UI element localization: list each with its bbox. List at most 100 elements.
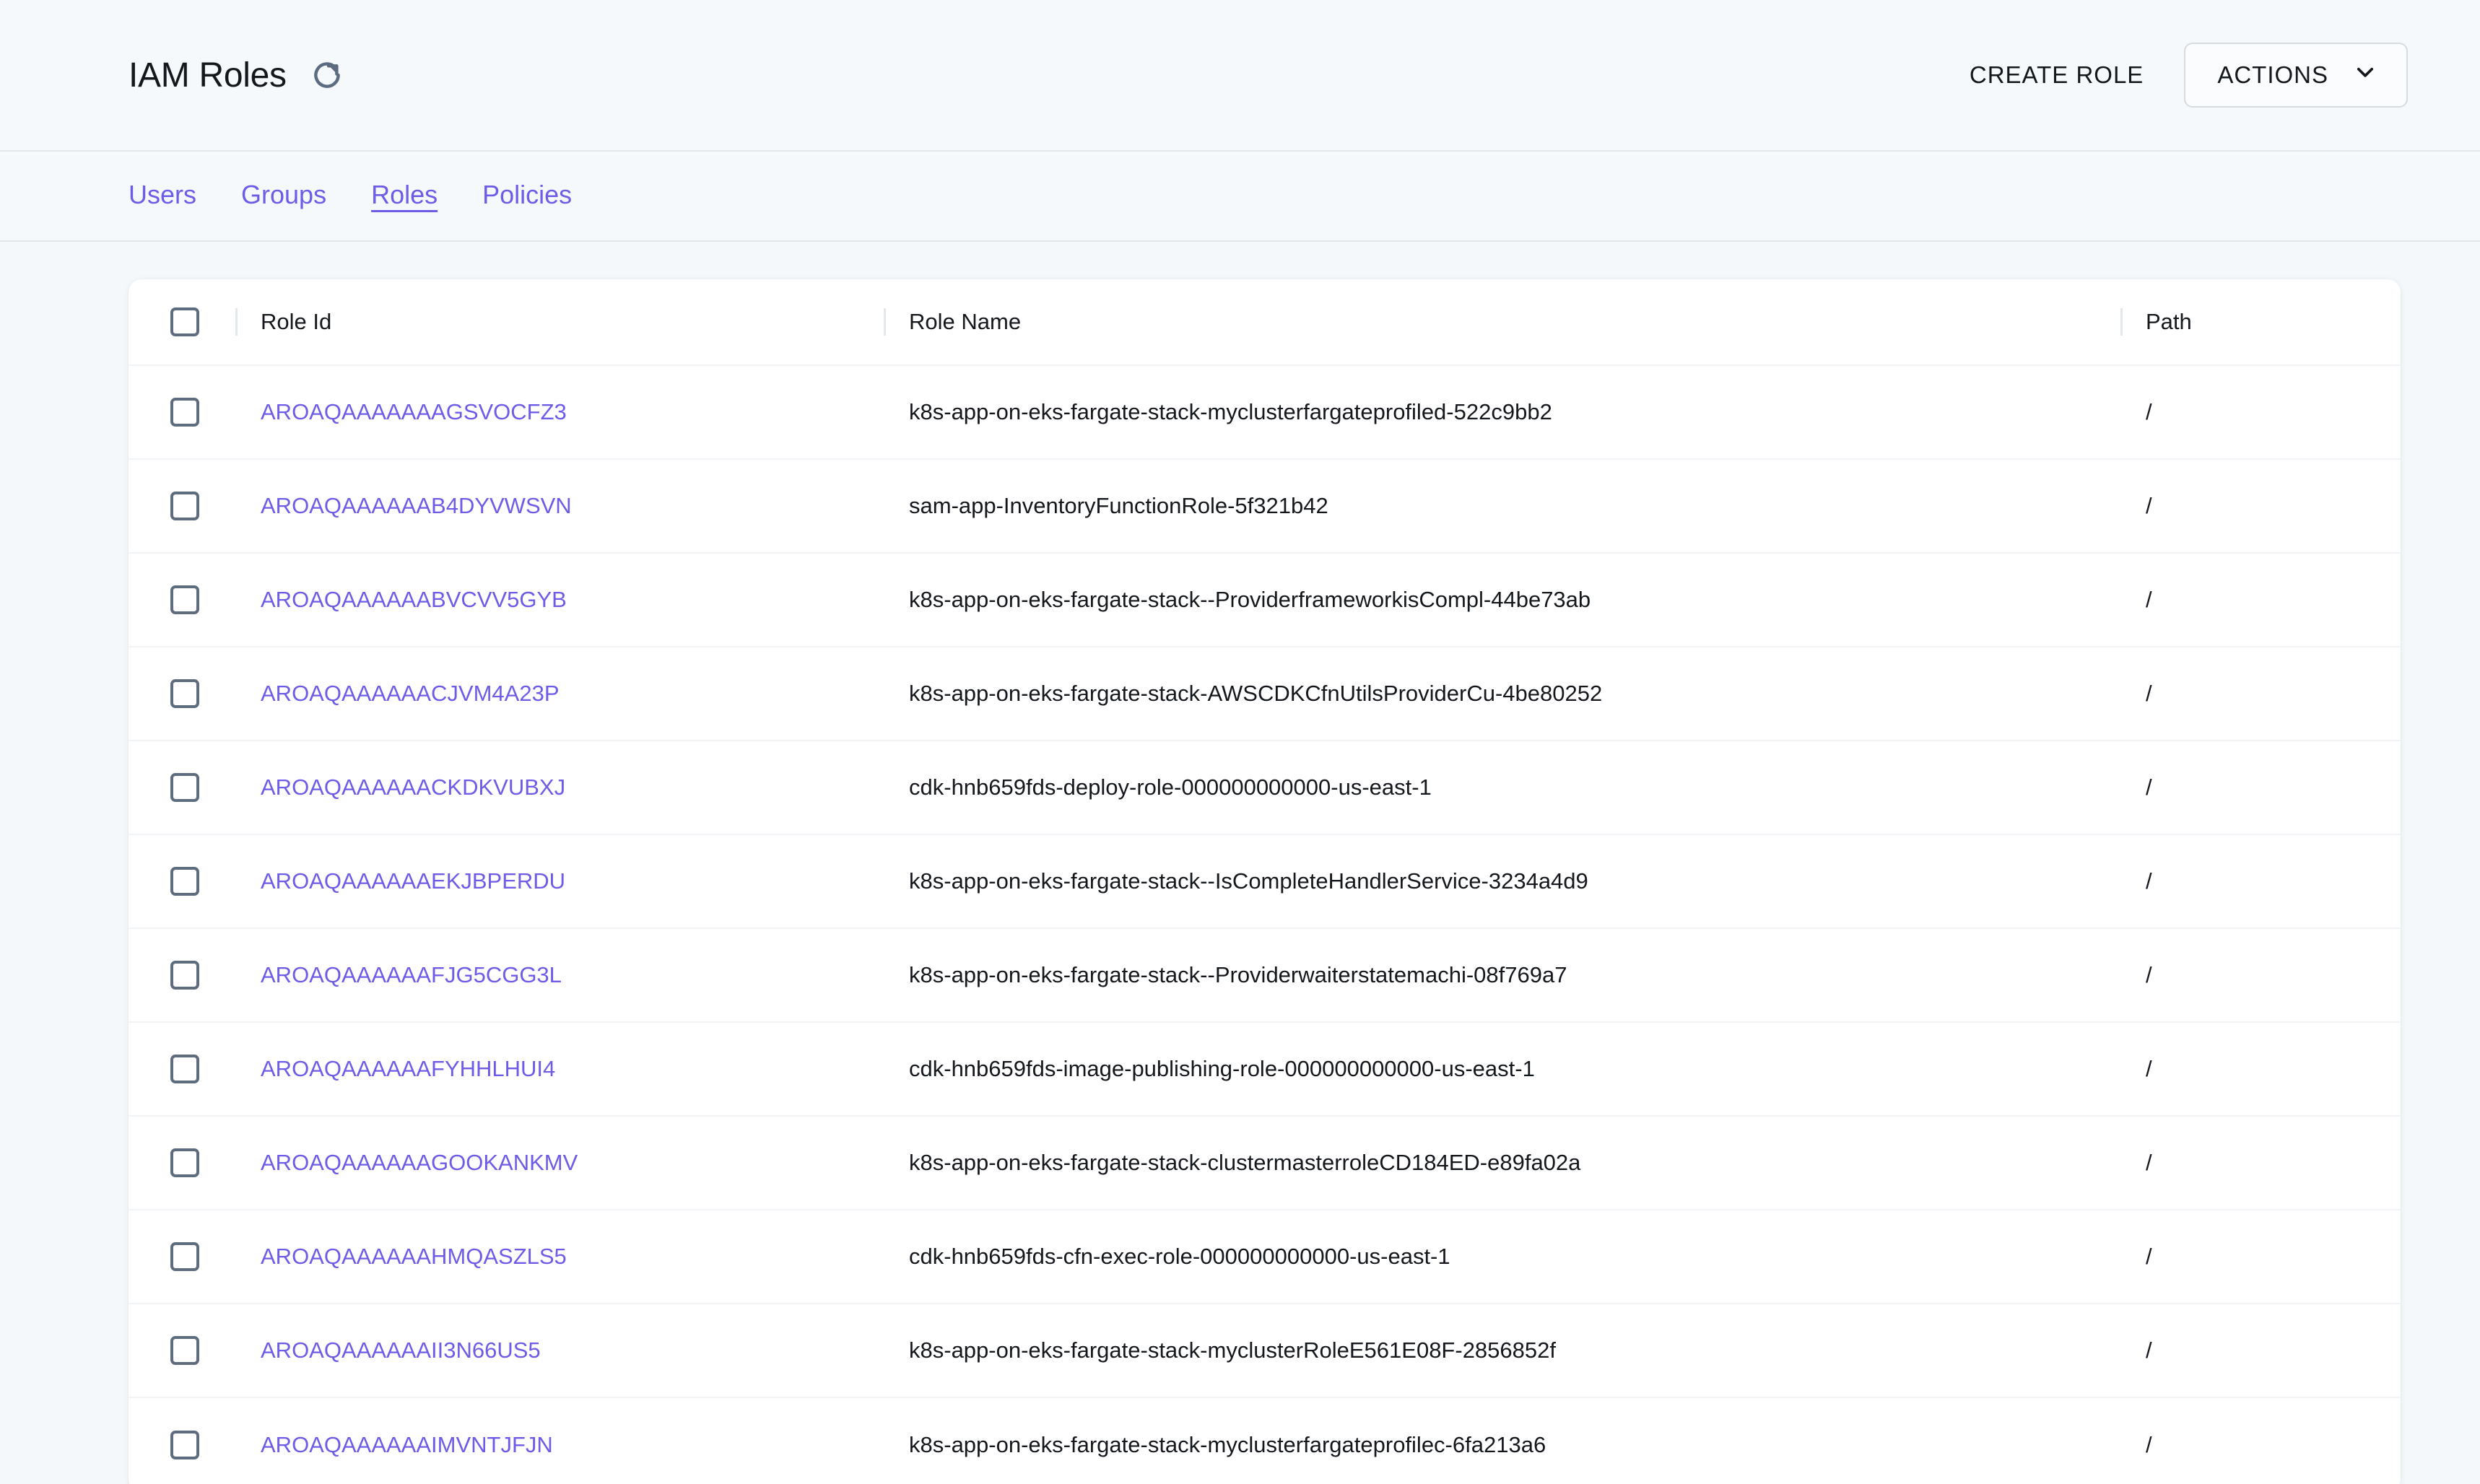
row-select-cell: [170, 773, 235, 802]
refresh-button[interactable]: [307, 55, 347, 95]
table-row: AROAQAAAAAABVCVV5GYB k8s-app-on-eks-farga…: [129, 554, 2401, 647]
role-name-text: k8s-app-on-eks-fargate-stack-myclusterfa…: [909, 1432, 1546, 1457]
cell-path: /: [2123, 587, 2401, 613]
role-id-link[interactable]: AROAQAAAAAAIMVNTJFJN: [261, 1432, 553, 1457]
select-all-checkbox[interactable]: [170, 307, 199, 336]
cell-role-name: k8s-app-on-eks-fargate-stack--Providerfr…: [886, 587, 2120, 613]
row-checkbox[interactable]: [170, 867, 199, 896]
row-select-cell: [170, 398, 235, 427]
path-text: /: [2146, 774, 2152, 800]
role-id-link[interactable]: AROAQAAAAAACKDKVUBXJ: [261, 774, 566, 800]
role-name-text: k8s-app-on-eks-fargate-stack-myclusterRo…: [909, 1337, 1556, 1363]
cell-role-id: AROAQAAAAAAGOOKANKMV: [238, 1150, 884, 1176]
table-body: AROAQAAAAAAAGSVOCFZ3 k8s-app-on-eks-farga…: [129, 366, 2401, 1484]
row-select-cell: [170, 679, 235, 708]
role-name-text: k8s-app-on-eks-fargate-stack-clustermast…: [909, 1150, 1581, 1175]
row-checkbox[interactable]: [170, 773, 199, 802]
path-text: /: [2146, 1150, 2152, 1175]
path-text: /: [2146, 1337, 2152, 1363]
row-select-cell: [170, 961, 235, 990]
row-checkbox[interactable]: [170, 1148, 199, 1177]
actions-label: ACTIONS: [2217, 61, 2328, 88]
cell-role-name: k8s-app-on-eks-fargate-stack--IsComplete…: [886, 868, 2120, 894]
row-checkbox[interactable]: [170, 398, 199, 427]
cell-path: /: [2123, 681, 2401, 707]
role-id-link[interactable]: AROAQAAAAAAFJG5CGG3L: [261, 962, 562, 987]
actions-dropdown-button[interactable]: ACTIONS: [2184, 43, 2408, 108]
cell-path: /: [2123, 1244, 2401, 1270]
path-text: /: [2146, 868, 2152, 894]
role-id-link[interactable]: AROAQAAAAAAII3N66US5: [261, 1337, 541, 1363]
cell-path: /: [2123, 1150, 2401, 1176]
chevron-down-icon: [2353, 60, 2377, 90]
table-row: AROAQAAAAAAGOOKANKMV k8s-app-on-eks-farga…: [129, 1117, 2401, 1210]
column-divider: [235, 308, 238, 336]
cell-path: /: [2123, 1056, 2401, 1082]
table-row: AROAQAAAAAACKDKVUBXJ cdk-hnb659fds-deploy…: [129, 741, 2401, 835]
top-bar: IAM Roles CREATE ROLE ACTIONS: [0, 0, 2480, 152]
cell-role-id: AROAQAAAAAAFJG5CGG3L: [238, 962, 884, 988]
table-row: AROAQAAAAAAII3N66US5 k8s-app-on-eks-farga…: [129, 1304, 2401, 1398]
create-role-button[interactable]: CREATE ROLE: [1954, 48, 2159, 102]
role-name-text: k8s-app-on-eks-fargate-stack--IsComplete…: [909, 868, 1588, 894]
column-header-role-name[interactable]: Role Name: [909, 309, 1022, 334]
top-bar-actions: CREATE ROLE ACTIONS: [1954, 43, 2408, 108]
cell-role-id: AROAQAAAAAAEKJBPERDU: [238, 868, 884, 894]
cell-path: /: [2123, 1337, 2401, 1363]
role-id-link[interactable]: AROAQAAAAAAAGSVOCFZ3: [261, 399, 567, 424]
role-id-link[interactable]: AROAQAAAAAAGOOKANKMV: [261, 1150, 578, 1175]
table-row: AROAQAAAAAACJVM4A23P k8s-app-on-eks-farga…: [129, 647, 2401, 741]
refresh-icon: [311, 59, 343, 91]
role-name-text: k8s-app-on-eks-fargate-stack--Providerwa…: [909, 962, 1567, 987]
table-row: AROAQAAAAAAHMQASZLS5 cdk-hnb659fds-cfn-ex…: [129, 1210, 2401, 1304]
row-select-cell: [170, 1148, 235, 1177]
role-name-text: k8s-app-on-eks-fargate-stack--Providerfr…: [909, 587, 1591, 612]
cell-role-id: AROAQAAAAAACJVM4A23P: [238, 681, 884, 707]
tab-groups[interactable]: Groups: [241, 179, 327, 209]
cell-role-name: k8s-app-on-eks-fargate-stack-myclusterfa…: [886, 399, 2120, 425]
role-name-text: k8s-app-on-eks-fargate-stack-AWSCDKCfnUt…: [909, 681, 1603, 706]
row-checkbox[interactable]: [170, 1431, 199, 1459]
cell-path: /: [2123, 1432, 2401, 1458]
row-checkbox[interactable]: [170, 1336, 199, 1365]
role-name-text: cdk-hnb659fds-deploy-role-000000000000-u…: [909, 774, 1432, 800]
role-id-link[interactable]: AROAQAAAAAACJVM4A23P: [261, 681, 560, 706]
row-select-cell: [170, 867, 235, 896]
table-header-row: Role Id Role Name Path: [129, 279, 2401, 366]
column-header-path[interactable]: Path: [2146, 309, 2192, 334]
path-text: /: [2146, 962, 2152, 987]
row-checkbox[interactable]: [170, 1055, 199, 1083]
cell-role-name: k8s-app-on-eks-fargate-stack-myclusterRo…: [886, 1337, 2120, 1363]
row-checkbox[interactable]: [170, 585, 199, 614]
cell-role-id: AROAQAAAAAAIMVNTJFJN: [238, 1432, 884, 1458]
path-text: /: [2146, 399, 2152, 424]
path-text: /: [2146, 681, 2152, 706]
role-name-text: k8s-app-on-eks-fargate-stack-myclusterfa…: [909, 399, 1552, 424]
role-id-link[interactable]: AROAQAAAAAAFYHHLHUI4: [261, 1056, 556, 1081]
role-id-link[interactable]: AROAQAAAAAABVCVV5GYB: [261, 587, 567, 612]
column-divider: [2120, 308, 2123, 336]
tab-roles[interactable]: Roles: [371, 179, 438, 209]
role-id-link[interactable]: AROAQAAAAAAHMQASZLS5: [261, 1244, 567, 1269]
cell-role-name: cdk-hnb659fds-cfn-exec-role-000000000000…: [886, 1244, 2120, 1270]
table-row: AROAQAAAAAAAGSVOCFZ3 k8s-app-on-eks-farga…: [129, 366, 2401, 460]
row-checkbox[interactable]: [170, 492, 199, 520]
cell-path: /: [2123, 962, 2401, 988]
column-header-role-id[interactable]: Role Id: [261, 309, 332, 334]
cell-role-id: AROAQAAAAAAHMQASZLS5: [238, 1244, 884, 1270]
tab-users[interactable]: Users: [129, 179, 197, 209]
path-text: /: [2146, 587, 2152, 612]
table-row: AROAQAAAAAAB4DYVWSVN sam-app-InventoryFun…: [129, 460, 2401, 554]
row-checkbox[interactable]: [170, 1242, 199, 1271]
row-checkbox[interactable]: [170, 961, 199, 990]
cell-role-name: k8s-app-on-eks-fargate-stack-clustermast…: [886, 1150, 2120, 1176]
row-select-cell: [170, 1431, 235, 1459]
roles-table-card: Role Id Role Name Path AROAQAAAAAAAGSVOC…: [129, 279, 2401, 1484]
role-id-link[interactable]: AROAQAAAAAAB4DYVWSVN: [261, 493, 572, 518]
table-card-wrapper: Role Id Role Name Path AROAQAAAAAAAGSVOC…: [0, 242, 2480, 1484]
role-id-link[interactable]: AROAQAAAAAAEKJBPERDU: [261, 868, 566, 894]
role-name-text: cdk-hnb659fds-cfn-exec-role-000000000000…: [909, 1244, 1450, 1269]
cell-path: /: [2123, 399, 2401, 425]
tab-policies[interactable]: Policies: [482, 179, 573, 209]
row-checkbox[interactable]: [170, 679, 199, 708]
